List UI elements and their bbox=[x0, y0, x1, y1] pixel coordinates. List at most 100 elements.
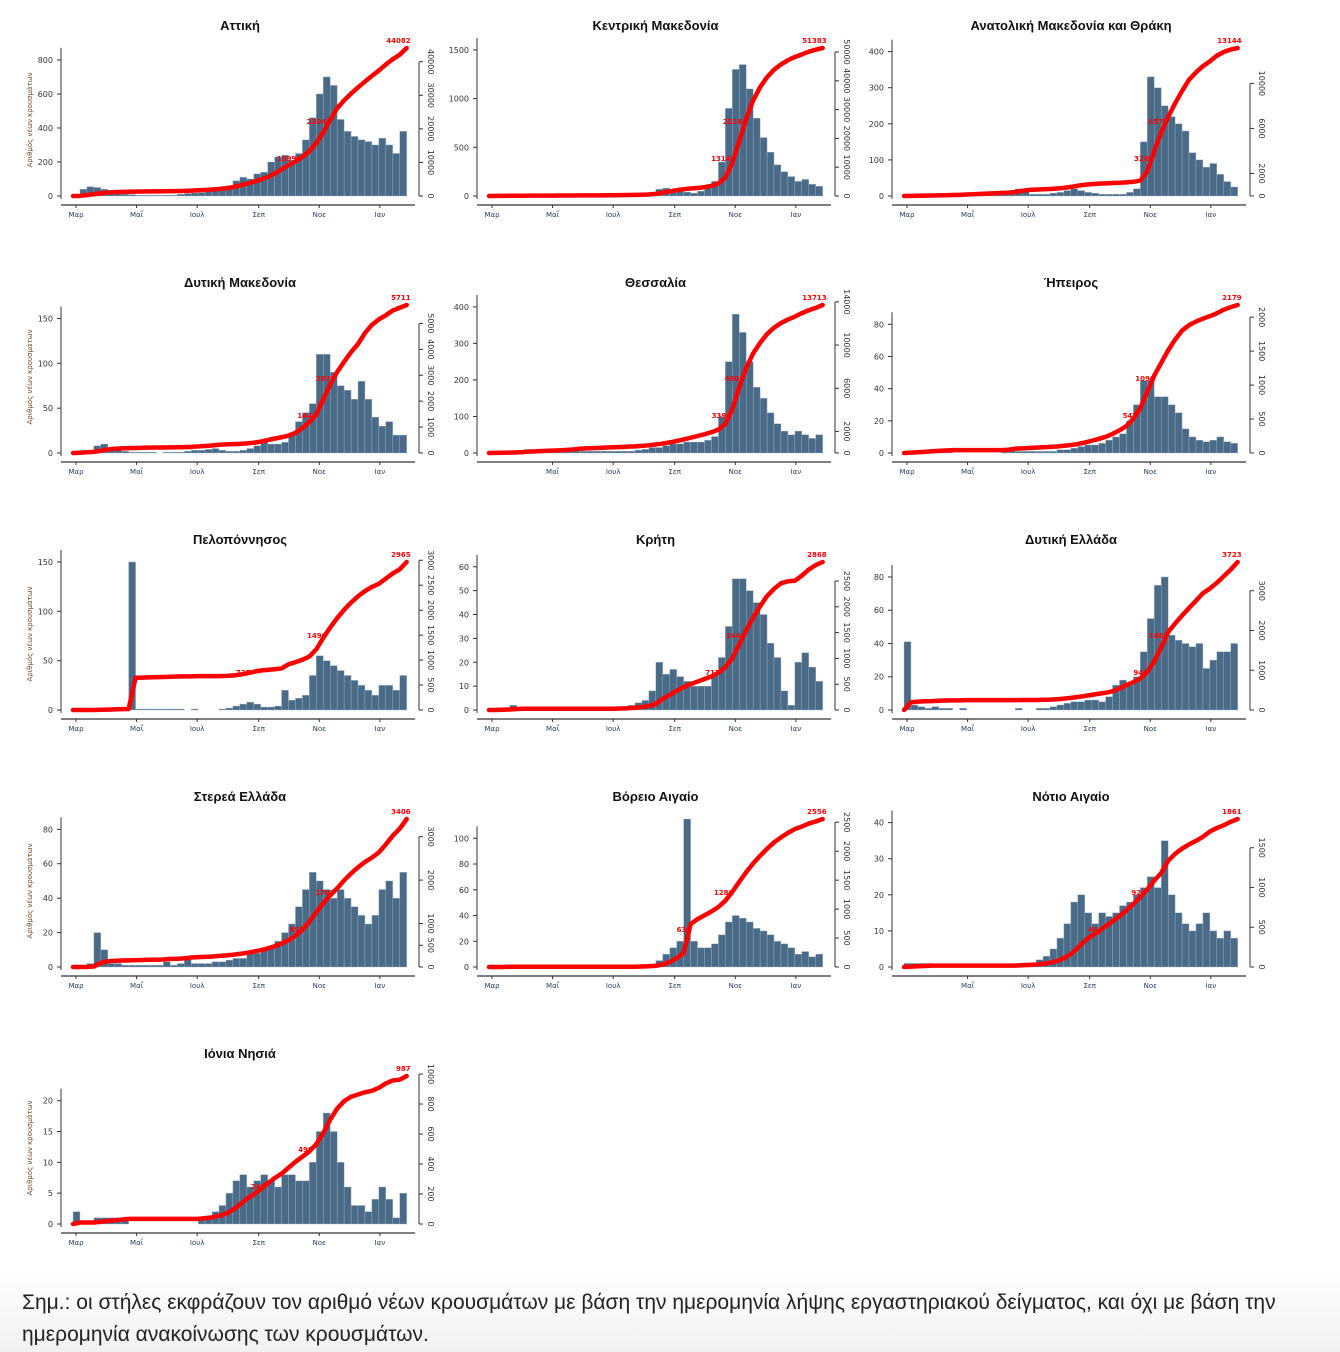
cumulative-annotation: 1090 bbox=[1135, 375, 1155, 383]
bar bbox=[190, 963, 199, 968]
bar bbox=[371, 694, 380, 711]
bar bbox=[239, 958, 247, 968]
bar bbox=[710, 673, 719, 711]
left-tick-label: 100 bbox=[38, 607, 53, 616]
month-label: Νοε bbox=[1144, 982, 1158, 990]
month-label: Μαΐ bbox=[130, 210, 144, 219]
region-chart: Πελοπόννησος 727 1490 2965 0 50 100 150 0 500 1000… bbox=[20, 529, 435, 779]
left-tick-label: 100 bbox=[869, 156, 884, 165]
bar bbox=[766, 151, 774, 197]
bar bbox=[815, 681, 823, 711]
right-tick-label: 20000 bbox=[426, 116, 435, 141]
bar bbox=[1042, 451, 1051, 454]
bar bbox=[1063, 703, 1072, 711]
bar bbox=[163, 194, 171, 197]
month-label: Σεπ bbox=[1084, 468, 1097, 476]
month-label: Σεπ bbox=[668, 211, 681, 219]
bar bbox=[1195, 159, 1204, 197]
bar bbox=[392, 690, 400, 711]
left-tick-label: 50 bbox=[458, 587, 468, 596]
bar bbox=[1112, 436, 1120, 454]
cumulative-annotation: 6901 bbox=[724, 375, 744, 383]
y-axis-title: Αριθμός νέων κρουσμάτων bbox=[26, 586, 34, 681]
bar bbox=[302, 139, 310, 197]
month-label: Μαΐ bbox=[130, 981, 144, 990]
bar bbox=[794, 953, 802, 968]
cumulative-line bbox=[486, 559, 825, 713]
bar bbox=[128, 561, 136, 711]
cumulative-line bbox=[901, 45, 1240, 199]
bar bbox=[232, 958, 241, 968]
region-chart: Αττική 10990 22041 44082 0 200 400 600 800 0 10000… bbox=[20, 15, 435, 265]
month-label: Ιουλ bbox=[605, 468, 620, 476]
bar bbox=[1098, 193, 1106, 197]
right-tick-label: 0 bbox=[426, 193, 435, 198]
chart-title: Ήπειρος bbox=[1043, 275, 1099, 290]
right-tick-label: 500 bbox=[1257, 920, 1266, 935]
bar bbox=[392, 897, 400, 968]
bar bbox=[703, 188, 712, 197]
bar bbox=[246, 448, 254, 454]
cumulative-annotation: 1861 bbox=[1149, 632, 1169, 640]
chart-title: Δυτική Μακεδονία bbox=[183, 275, 297, 290]
bar bbox=[350, 398, 359, 454]
month-label: Σεπ bbox=[253, 468, 266, 476]
bar bbox=[1188, 152, 1197, 197]
left-tick-label: 20 bbox=[458, 658, 468, 667]
bar bbox=[759, 397, 767, 454]
bar bbox=[1174, 639, 1183, 711]
bar bbox=[1021, 451, 1030, 454]
chart-svg: 852 1703 3406 0 20 40 60 80 0 500 1000 2000 3000 Μαρ Μ… bbox=[26, 808, 435, 990]
cumulative-line bbox=[486, 816, 825, 970]
bar bbox=[682, 818, 691, 968]
bar bbox=[1223, 651, 1231, 711]
bar bbox=[114, 963, 122, 968]
bar bbox=[682, 191, 691, 197]
bar bbox=[662, 673, 670, 711]
bar bbox=[1209, 439, 1218, 454]
bar bbox=[343, 897, 352, 968]
bar bbox=[669, 443, 677, 454]
bar bbox=[267, 443, 275, 454]
bar bbox=[232, 451, 241, 454]
region-chart: Ήπειρος 547 1090 2179 0 20 40 60 80 0 500 1000 1500 2… bbox=[851, 272, 1266, 522]
bar bbox=[766, 642, 774, 711]
bar bbox=[343, 131, 352, 197]
bar bbox=[357, 381, 366, 454]
bar bbox=[1161, 396, 1169, 454]
bar bbox=[274, 1186, 282, 1225]
month-label: Νοε bbox=[313, 211, 327, 219]
left-tick-label: 150 bbox=[38, 314, 53, 323]
left-tick-label: 800 bbox=[38, 56, 53, 65]
bar bbox=[1230, 643, 1238, 711]
chart-title: Βόρειο Αιγαίο bbox=[612, 789, 699, 804]
right-tick-label: 0 bbox=[426, 1221, 435, 1226]
bar bbox=[1091, 192, 1099, 197]
right-tick-label: 3000 bbox=[426, 365, 435, 385]
left-tick-label: 400 bbox=[453, 303, 468, 312]
month-label: Νοε bbox=[728, 468, 742, 476]
bar bbox=[766, 412, 774, 454]
month-label: Ιαν bbox=[790, 468, 801, 476]
month-label: Ιαν bbox=[375, 982, 386, 990]
bar bbox=[1216, 937, 1224, 968]
bar bbox=[1167, 116, 1176, 197]
cumulative-line bbox=[486, 302, 825, 456]
bar bbox=[1084, 699, 1092, 711]
left-tick-label: 10 bbox=[458, 682, 468, 691]
cumulative-annotation: 464 bbox=[1088, 926, 1103, 934]
right-tick-label: 1000 bbox=[842, 899, 851, 919]
month-label: Ιουλ bbox=[605, 982, 620, 990]
bar bbox=[330, 1131, 338, 1225]
cumulative-annotation: 636 bbox=[676, 926, 691, 934]
chart-title: Νότιο Αιγαίο bbox=[1032, 789, 1110, 804]
bar bbox=[156, 708, 164, 711]
month-label: Μαΐ bbox=[130, 1238, 144, 1247]
left-tick-label: 0 bbox=[879, 963, 884, 972]
bar bbox=[399, 131, 407, 197]
cumulative-line bbox=[70, 302, 409, 456]
chart-svg: 946 1861 3723 0 20 40 60 80 0 1000 2000 3000 Μαρ Μαΐ Ι… bbox=[874, 551, 1266, 733]
bar bbox=[1147, 76, 1155, 197]
right-tick-label: 30000 bbox=[842, 97, 851, 122]
bar bbox=[295, 697, 303, 711]
